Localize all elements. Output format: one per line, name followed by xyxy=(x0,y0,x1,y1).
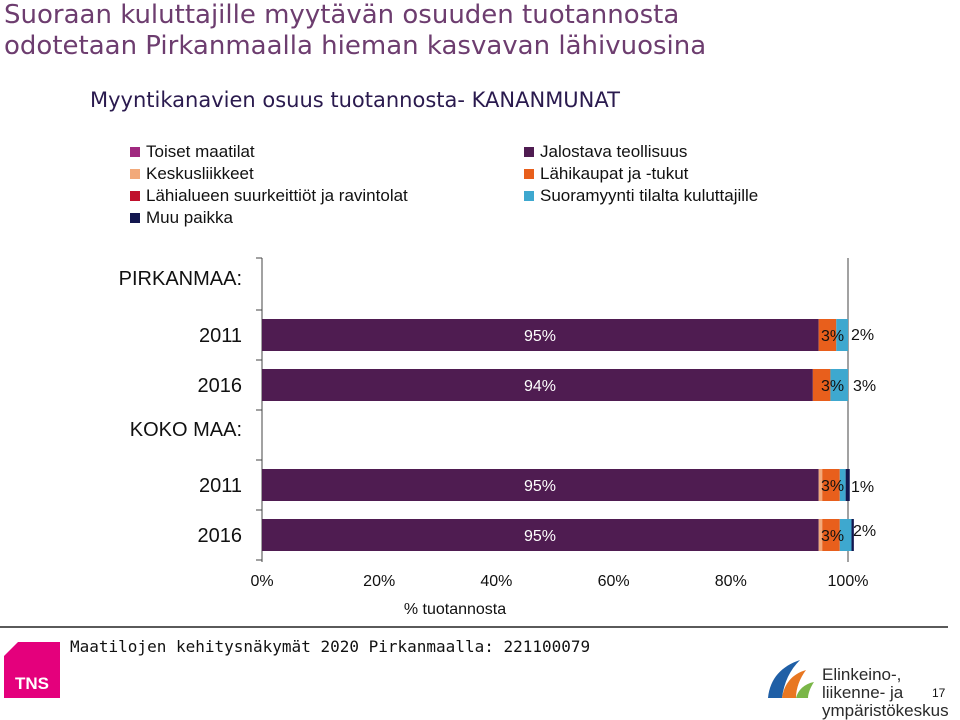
x-tick-label: 40% xyxy=(480,573,512,590)
legend-item-suoramyynti: Suoramyynti tilalta kuluttajille xyxy=(524,185,758,207)
legend-swatch xyxy=(524,169,534,179)
legend-swatch xyxy=(130,213,140,223)
data-label: 3% xyxy=(821,378,844,395)
legend-swatch xyxy=(130,169,140,179)
legend-right: Jalostava teollisuus Lähikaupat ja -tuku… xyxy=(524,141,758,207)
data-label: 1% xyxy=(851,479,874,496)
stacked-bar-chart: PIRKANMAA: KOKO MAA: 2011 2016 2011 2016 95% 3%… xyxy=(119,257,876,618)
bar-segment xyxy=(262,519,819,551)
data-label-center: 95% xyxy=(524,478,556,495)
bar-segment xyxy=(822,469,840,501)
bar-segment xyxy=(830,369,848,401)
bar-segment xyxy=(839,519,852,551)
footer-text: Maatilojen kehitysnäkymät 2020 Pirkanmaa… xyxy=(70,637,591,656)
legend-swatch xyxy=(524,147,534,157)
bar-segment xyxy=(262,319,819,351)
legend-item-toiset-maatilat: Toiset maatilat xyxy=(130,141,408,163)
data-label: 2% xyxy=(851,327,874,344)
legend-item-muu-paikka: Muu paikka xyxy=(130,207,408,229)
data-label: 3% xyxy=(853,378,876,395)
legend-label: Lähialueen suurkeittiöt ja ravintolat xyxy=(146,186,408,205)
data-label: 3% xyxy=(821,478,844,495)
legend-label: Toiset maatilat xyxy=(146,142,255,161)
legend-item-jalostava-teollisuus: Jalostava teollisuus xyxy=(524,141,758,163)
legend-label: Suoramyynti tilalta kuluttajille xyxy=(540,186,759,205)
bar-segment xyxy=(818,319,837,351)
data-label: 3% xyxy=(821,528,844,545)
category-label: 2011 xyxy=(199,475,242,497)
group-label: PIRKANMAA: xyxy=(119,268,242,290)
legend-label: Muu paikka xyxy=(146,208,233,227)
group-label: KOKO MAA: xyxy=(130,419,242,441)
bar-segment xyxy=(839,469,846,501)
legend-item-keskusliikkeet: Keskusliikkeet xyxy=(130,163,408,185)
legend-label: Lähikaupat ja -tukut xyxy=(540,164,689,183)
legend-item-lahikaupat: Lähikaupat ja -tukut xyxy=(524,163,758,185)
x-axis-title: % tuotannosta xyxy=(404,601,506,618)
tns-logo-text: TNS xyxy=(15,674,49,693)
title-line-2: odotetaan Pirkanmaalla hieman kasvavan l… xyxy=(4,31,707,61)
bar-segment xyxy=(845,469,850,501)
bar-segment xyxy=(822,519,840,551)
legend-item-lahialueen-suurkeittiot: Lähialueen suurkeittiöt ja ravintolat xyxy=(130,185,408,207)
legend-swatch xyxy=(130,191,140,201)
category-label: 2011 xyxy=(199,325,242,347)
legend-label: Jalostava teollisuus xyxy=(540,142,688,161)
bar-segment xyxy=(262,369,813,401)
data-label: 2% xyxy=(853,523,876,540)
bar-segment xyxy=(836,319,848,351)
legend-swatch xyxy=(130,147,140,157)
legend-swatch xyxy=(524,191,534,201)
data-label-center: 95% xyxy=(524,328,556,345)
bar-segment xyxy=(818,469,823,501)
category-label: 2016 xyxy=(198,525,243,547)
legend-left: Toiset maatilat Keskusliikkeet Lähialuee… xyxy=(130,141,408,229)
x-tick-label: 0% xyxy=(250,573,273,590)
slide-title: Suoraan kuluttajille myytävän osuuden tu… xyxy=(4,0,706,62)
x-tick-label: 80% xyxy=(715,573,747,590)
x-tick-label: 100% xyxy=(828,573,869,590)
tns-logo: TNS xyxy=(4,642,60,698)
legend-label: Keskusliikkeet xyxy=(146,164,254,183)
data-label-center: 94% xyxy=(524,378,556,395)
bar-segment xyxy=(818,519,823,551)
bar-segment xyxy=(262,469,819,501)
chart-title: Myyntikanavien osuus tuotannosta- KANANM… xyxy=(90,88,620,112)
ely-logo-line-1: Elinkeino-, liikenne- ja xyxy=(822,665,904,702)
tns-logo-notch xyxy=(4,642,18,656)
bar-segment xyxy=(812,369,831,401)
title-line-1: Suoraan kuluttajille myytävän osuuden tu… xyxy=(4,0,680,30)
page-number: 17 xyxy=(932,686,946,700)
x-tick-label: 20% xyxy=(363,573,395,590)
footer-divider xyxy=(0,626,948,628)
ely-logo-icon xyxy=(768,660,814,698)
x-tick-label: 60% xyxy=(598,573,630,590)
category-label: 2016 xyxy=(198,375,243,397)
data-label: 3% xyxy=(821,328,844,345)
data-label-center: 95% xyxy=(524,528,556,545)
bar-segment xyxy=(851,519,854,551)
